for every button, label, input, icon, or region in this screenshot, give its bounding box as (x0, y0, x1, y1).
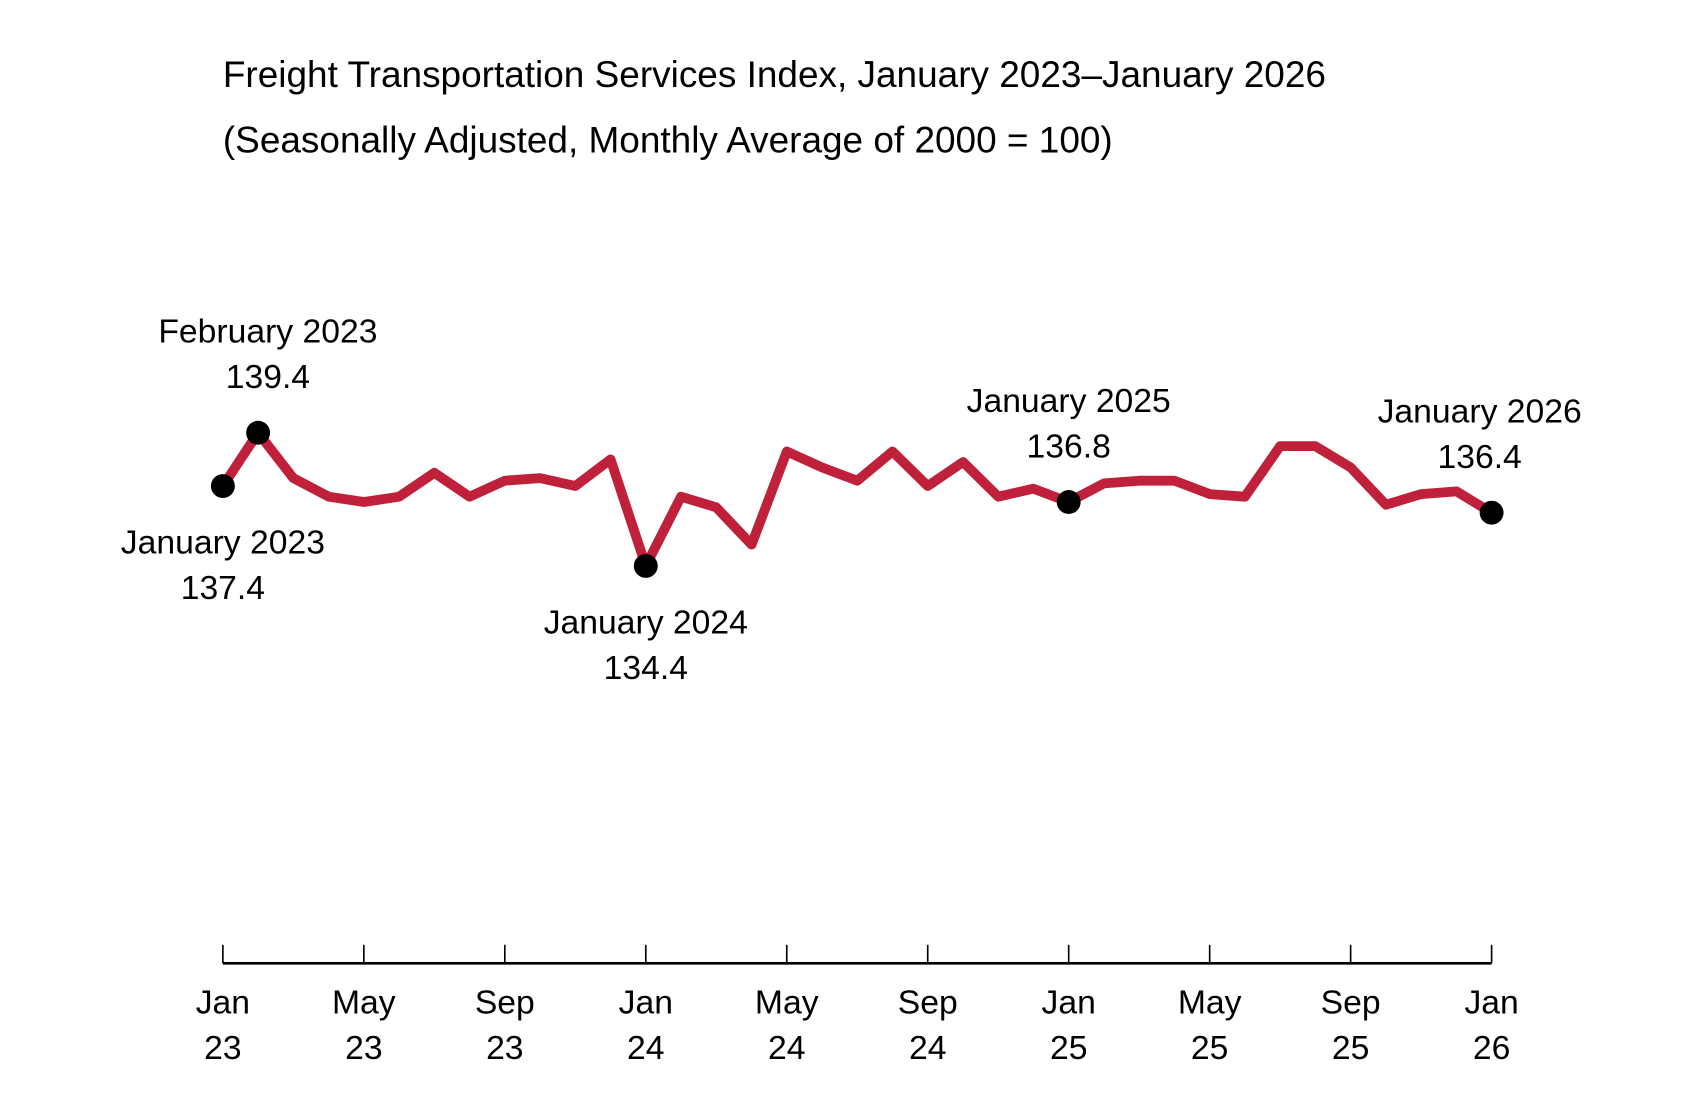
x-tick-label-year: 23 (486, 1029, 523, 1067)
data-point-marker (210, 474, 235, 498)
series-line-group (218, 427, 1495, 571)
x-axis: Jan 23 May 23 Sep 23 Jan 24 May 24 Sep 24 Jan 25 May 25… (196, 944, 1519, 1067)
data-point-marker (1056, 490, 1081, 514)
x-tick-label: Sep (475, 983, 535, 1021)
annotation-value: 134.4 (604, 649, 688, 687)
x-tick-label-year: 24 (909, 1029, 946, 1067)
x-tick-label: Jan (196, 983, 250, 1021)
x-tick-label-year: 24 (627, 1029, 664, 1067)
chart-subtitle: (Seasonally Adjusted, Monthly Average of… (223, 119, 1113, 160)
x-tick-label: Jan (1464, 983, 1518, 1021)
annotation-value: 136.8 (1027, 427, 1111, 465)
x-tick-label-year: 26 (1473, 1029, 1510, 1067)
annotation-label: January 2025 (967, 382, 1171, 420)
chart-title: Freight Transportation Services Index, J… (223, 54, 1326, 95)
series-line (218, 427, 1495, 571)
x-tick-label: May (755, 983, 819, 1021)
x-tick-label-year: 23 (345, 1029, 382, 1067)
annotation-label: January 2023 (121, 523, 325, 561)
x-tick-label: Sep (1321, 983, 1381, 1021)
x-tick-label: Jan (619, 983, 673, 1021)
x-tick-label-year: 24 (768, 1029, 805, 1067)
x-tick-label: Sep (898, 983, 958, 1021)
annotation-label: January 2024 (544, 603, 748, 641)
x-tick-label: May (332, 983, 396, 1021)
annotation-value: 137.4 (181, 569, 265, 607)
x-tick-label-year: 25 (1050, 1029, 1087, 1067)
annotation-label: January 2026 (1378, 392, 1582, 430)
x-tick-label: Jan (1042, 983, 1096, 1021)
data-point-marker (246, 420, 271, 445)
x-tick-label-year: 25 (1332, 1029, 1369, 1067)
annotation-label: February 2023 (158, 313, 377, 351)
annotation-value: 139.4 (226, 358, 310, 396)
x-tick-label: May (1178, 983, 1242, 1021)
data-point-marker (1479, 500, 1504, 525)
x-tick-label-year: 25 (1191, 1029, 1228, 1067)
annotation-value: 136.4 (1437, 438, 1521, 476)
data-point-marker (633, 553, 658, 578)
annotations: January 2023 137.4 February 2023 139.4 Janua… (121, 313, 1582, 687)
x-tick-label-year: 23 (204, 1029, 241, 1067)
